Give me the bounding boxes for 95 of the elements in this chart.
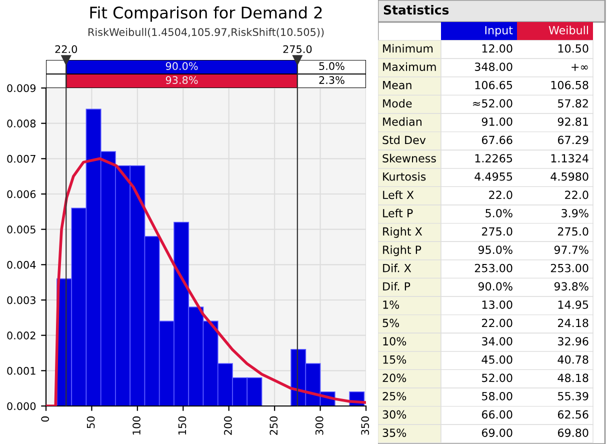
chart-title: Fit Comparison for Demand 2 (90, 6, 322, 22)
x-tick-label: 350 (361, 416, 370, 435)
text: 67.66 (482, 136, 512, 144)
text: Skewness (382, 154, 436, 162)
text: 92.81 (558, 117, 588, 126)
x-tick-label: 200 (224, 416, 232, 435)
text: 32.96 (558, 337, 588, 346)
text: 93.8% (554, 282, 588, 291)
text: 2.3% (319, 76, 344, 84)
text: Minimum (383, 44, 433, 53)
text: Weibull (548, 26, 588, 34)
text: 5.0% (319, 62, 344, 70)
text: 275.0 (558, 227, 588, 236)
text: 55.39 (558, 392, 588, 400)
y-tick-label: 0.008 (7, 120, 36, 128)
text: 14.95 (558, 300, 588, 309)
text: Left P (383, 208, 413, 218)
ref-line-label: 275.0 (283, 45, 312, 54)
text: 22.0 (565, 190, 588, 200)
y-tick-label: 0.001 (7, 366, 36, 375)
text: 22.0 (489, 190, 512, 200)
text: 93.8% (166, 76, 198, 84)
text: Right P (383, 245, 422, 256)
text: Right X (383, 227, 422, 238)
text: 4.4955 (474, 172, 512, 181)
y-tick-label: 0.005 (7, 226, 36, 234)
y-tick-label: 0.007 (7, 154, 36, 163)
text: 66.00 (482, 410, 512, 419)
text: 34.00 (482, 337, 512, 346)
y-tick-label: 0.009 (7, 84, 36, 92)
text: 10.50 (558, 44, 588, 53)
text: 57.82 (558, 99, 588, 108)
x-tick-label: 150 (178, 416, 186, 434)
text: Kurtosis (383, 172, 426, 181)
text: 40.78 (558, 355, 588, 364)
text: ≈52.00 (473, 99, 512, 108)
text: 1.1324 (551, 154, 588, 162)
text: Dif. X (383, 264, 412, 272)
text: 20% (382, 374, 406, 382)
text: Dif. P (383, 282, 410, 290)
text: 67.29 (558, 136, 588, 144)
text: 10% (383, 337, 406, 346)
y-tick-label: 0.003 (7, 296, 36, 304)
text: 69.00 (482, 428, 512, 437)
text: Statistics (384, 4, 449, 15)
text: 1.2265 (475, 154, 512, 162)
text: 106.58 (551, 80, 588, 90)
text: Left X (383, 190, 414, 200)
text: 348.00 (474, 62, 512, 71)
text: 52.00 (482, 374, 512, 382)
x-tick-label: 250 (270, 416, 278, 435)
y-tick-label: 0.000 (7, 402, 36, 410)
text: 5% (382, 318, 400, 328)
text: Maximum (383, 62, 436, 71)
text: 69.80 (558, 428, 588, 437)
text: 45.00 (482, 355, 512, 364)
text: 48.18 (558, 374, 588, 382)
text: 22.00 (482, 318, 512, 328)
text: Input (485, 26, 513, 37)
text: 90.0% (166, 62, 198, 70)
text: 95.0% (478, 246, 512, 254)
text: 35% (382, 428, 406, 437)
text: Std Dev (382, 136, 426, 144)
text: 13.00 (482, 300, 512, 309)
text: 4.5980 (550, 172, 588, 181)
text: 30% (382, 410, 406, 419)
text: 15% (383, 355, 406, 364)
x-tick-label: 100 (132, 416, 140, 434)
text: +∞ (572, 64, 588, 71)
y-tick-label: 0.006 (7, 190, 36, 198)
text: 25% (382, 392, 406, 400)
text: 253.00 (550, 264, 588, 272)
text: 1% (383, 300, 400, 309)
text: 62.56 (558, 410, 588, 419)
text: 58.00 (482, 392, 512, 400)
text: 24.18 (558, 318, 588, 328)
text: Median (383, 117, 422, 126)
text: 97.7% (554, 246, 588, 254)
chart-subtitle: RiskWeibull(1.4504,105.97,RiskShift(10.505)) (88, 28, 324, 38)
y-tick-label: 0.004 (7, 260, 36, 269)
text: 106.65 (475, 80, 512, 90)
text: 275.0 (482, 227, 512, 236)
text: 90.0% (478, 282, 512, 291)
x-tick-label: 0 (41, 416, 50, 422)
ref-line-label: 22.0 (55, 45, 78, 54)
text: Mode (383, 98, 412, 108)
text: 91.00 (482, 117, 512, 126)
text: Mean (383, 81, 412, 90)
x-tick-label: 300 (315, 416, 324, 435)
x-tick-label: 50 (86, 416, 95, 428)
y-tick-label: 0.002 (7, 332, 36, 340)
text: 3.9% (562, 208, 588, 218)
text: 12.00 (482, 44, 512, 53)
text: 5.0% (486, 208, 512, 218)
text: 253.00 (474, 264, 512, 272)
